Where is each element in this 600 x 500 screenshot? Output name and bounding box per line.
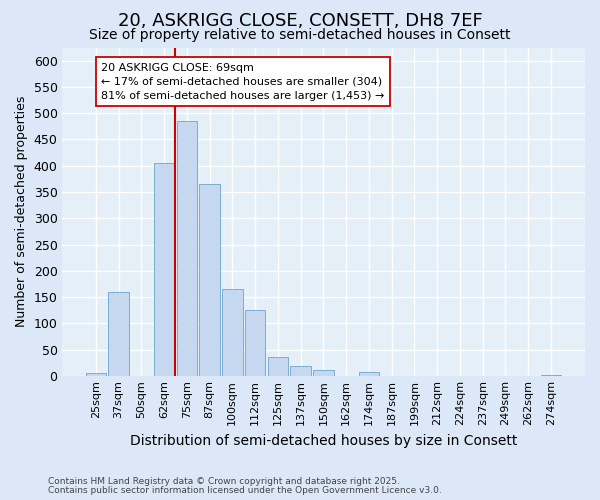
Bar xyxy=(359,372,379,376)
Bar xyxy=(245,310,265,376)
Bar xyxy=(268,358,288,376)
Text: Contains public sector information licensed under the Open Government Licence v3: Contains public sector information licen… xyxy=(48,486,442,495)
Bar xyxy=(154,163,174,376)
Bar xyxy=(222,289,242,376)
Bar xyxy=(176,121,197,376)
Bar xyxy=(86,373,106,376)
Bar xyxy=(541,375,561,376)
Bar xyxy=(199,184,220,376)
Bar xyxy=(108,292,129,376)
Bar xyxy=(313,370,334,376)
Text: Size of property relative to semi-detached houses in Consett: Size of property relative to semi-detach… xyxy=(89,28,511,42)
Bar xyxy=(290,366,311,376)
Y-axis label: Number of semi-detached properties: Number of semi-detached properties xyxy=(15,96,28,328)
Text: 20 ASKRIGG CLOSE: 69sqm
← 17% of semi-detached houses are smaller (304)
81% of s: 20 ASKRIGG CLOSE: 69sqm ← 17% of semi-de… xyxy=(101,62,385,100)
X-axis label: Distribution of semi-detached houses by size in Consett: Distribution of semi-detached houses by … xyxy=(130,434,517,448)
Text: Contains HM Land Registry data © Crown copyright and database right 2025.: Contains HM Land Registry data © Crown c… xyxy=(48,477,400,486)
Text: 20, ASKRIGG CLOSE, CONSETT, DH8 7EF: 20, ASKRIGG CLOSE, CONSETT, DH8 7EF xyxy=(118,12,482,30)
